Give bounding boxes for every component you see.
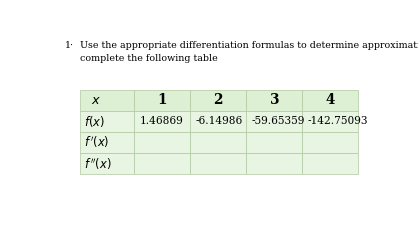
Text: -142.75093: -142.75093	[308, 116, 368, 126]
Text: 1: 1	[158, 93, 167, 107]
Text: 4: 4	[326, 93, 335, 107]
Bar	[134, 153, 190, 174]
Bar	[190, 90, 246, 111]
Bar	[246, 153, 302, 174]
Bar	[190, 111, 246, 132]
Text: 2: 2	[214, 93, 223, 107]
Bar	[80, 153, 134, 174]
Bar	[80, 90, 134, 111]
Text: $f\,''(x)$: $f\,''(x)$	[84, 156, 112, 172]
Bar	[302, 90, 358, 111]
Bar	[302, 132, 358, 153]
Text: $f(x)$: $f(x)$	[84, 114, 105, 129]
Text: $\mathit{x}$: $\mathit{x}$	[91, 94, 101, 107]
Bar	[80, 132, 134, 153]
Text: Use the appropriate differentiation formulas to determine approximations that wi: Use the appropriate differentiation form…	[80, 41, 418, 64]
Bar	[246, 111, 302, 132]
Bar	[302, 153, 358, 174]
Bar	[134, 132, 190, 153]
Text: 1.46869: 1.46869	[140, 116, 184, 126]
Text: 3: 3	[270, 93, 279, 107]
Text: -6.14986: -6.14986	[196, 116, 243, 126]
Bar	[190, 132, 246, 153]
Bar	[80, 111, 134, 132]
Bar	[246, 132, 302, 153]
Bar	[302, 111, 358, 132]
Text: -59.65359: -59.65359	[252, 116, 305, 126]
Text: 1·: 1·	[65, 41, 74, 50]
Text: $f\,'(x)$: $f\,'(x)$	[84, 135, 110, 150]
Bar	[134, 111, 190, 132]
Bar	[190, 153, 246, 174]
Bar	[134, 90, 190, 111]
Bar	[246, 90, 302, 111]
